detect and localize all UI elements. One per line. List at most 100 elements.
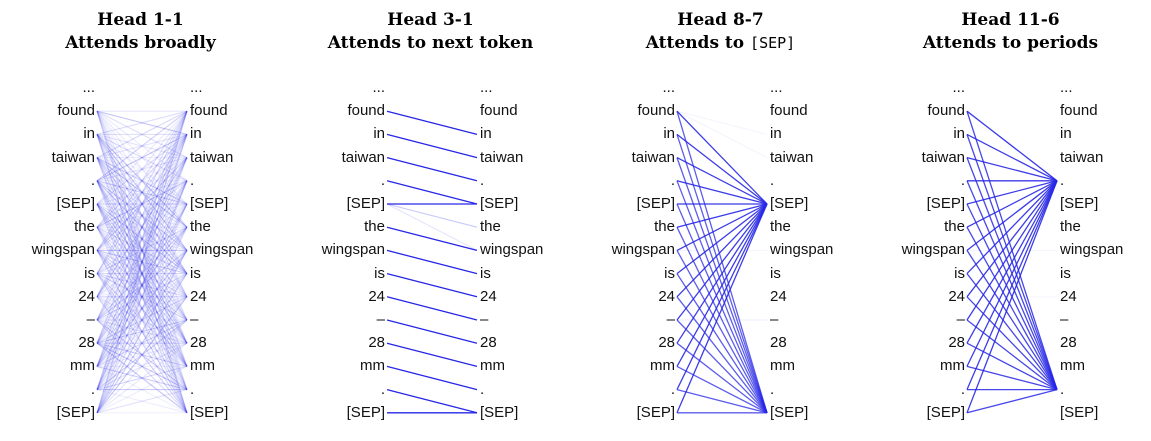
attention-edge [96, 342, 188, 367]
token-right: 28 [770, 334, 787, 352]
attention-edge [96, 226, 188, 367]
token-right: [SEP] [770, 403, 809, 421]
token-left: . [960, 380, 965, 398]
token-left: . [380, 380, 385, 398]
attention-edge [96, 110, 188, 274]
token-left: 28 [78, 334, 95, 352]
attention-edge [96, 226, 188, 414]
attention-edge [96, 226, 188, 298]
attention-edge [96, 134, 188, 321]
attention-edge [96, 365, 188, 414]
attention-edge [676, 388, 768, 414]
attention-edge [96, 133, 188, 159]
attention-edge [96, 157, 188, 321]
attention-edge [966, 180, 1058, 390]
attention-edge [96, 134, 188, 298]
head-subtitle: Attends to periods [870, 33, 1151, 54]
attention-edge [96, 133, 188, 205]
attention-edge [966, 342, 1058, 391]
attention-edge [96, 365, 188, 391]
head-subtitle-text: Attends to periods [922, 33, 1099, 53]
attention-edge [96, 342, 188, 367]
attention-edge [96, 157, 188, 344]
token-right: . [770, 380, 775, 398]
attention-edge [966, 156, 1058, 182]
head-title: Head 8-7 [677, 10, 764, 30]
token-left: in [953, 125, 965, 143]
attention-edge [96, 157, 188, 367]
head-subtitle-text: Attends broadly [65, 33, 216, 53]
attention-edge [96, 273, 188, 298]
attention-edge [96, 134, 188, 413]
token-left: – [956, 311, 965, 328]
token-right: is [1060, 264, 1071, 282]
attention-edge [96, 203, 188, 228]
attention-edge [966, 180, 1058, 275]
token-right: ... [190, 79, 203, 96]
token-left: [SEP] [56, 403, 95, 421]
attention-edge [96, 249, 188, 298]
token-left: in [663, 125, 675, 143]
attention-edge [966, 180, 1058, 251]
token-left: found [637, 102, 675, 120]
token-right: the [190, 218, 211, 236]
token-left: wingspan [901, 241, 965, 259]
attention-edge [96, 157, 188, 182]
token-left: found [927, 102, 965, 120]
attention-edge [96, 319, 188, 367]
attention-edge [676, 365, 768, 414]
attention-edge [96, 389, 188, 414]
attention-edge [676, 157, 768, 205]
token-left: 28 [948, 334, 965, 352]
attention-edge [966, 180, 1058, 344]
attention-edge [96, 157, 188, 251]
attention-lines [386, 110, 478, 414]
token-right: . [1060, 171, 1065, 189]
token-right: ... [770, 79, 783, 96]
token-left: found [57, 102, 95, 120]
attention-edge [386, 226, 478, 252]
attention-edge [96, 203, 188, 275]
attention-edge [966, 388, 1058, 414]
token-right: mm [190, 357, 215, 375]
attention-edge [96, 249, 188, 298]
token-right: is [770, 264, 781, 282]
attention-edge [96, 203, 188, 228]
attention-edge [96, 226, 188, 251]
attention-edge [96, 296, 188, 390]
token-left: . [90, 380, 95, 398]
token-right: 24 [1060, 287, 1077, 305]
token-right: [SEP] [190, 403, 229, 421]
attention-edge [96, 133, 188, 159]
attention-edge [386, 365, 478, 391]
attention-edge [386, 319, 478, 344]
attention-edge [96, 273, 188, 344]
attention-edge [96, 180, 188, 298]
attention-edge [676, 296, 768, 414]
attention-edge [96, 319, 188, 367]
token-left: [SEP] [56, 195, 95, 212]
attention-edge [676, 203, 768, 390]
attention-edge [96, 157, 188, 367]
attention-edge [96, 110, 188, 228]
attention-edge [96, 157, 188, 390]
attention-edge [96, 180, 188, 298]
head-subtitle: Attends to next token [290, 33, 571, 54]
attention-edge [96, 389, 188, 414]
attention-edge [386, 388, 478, 414]
attention-edge [96, 203, 188, 344]
attention-edge [96, 296, 188, 321]
token-left: . [670, 380, 675, 398]
token-right: [SEP] [480, 403, 519, 421]
token-right: wingspan [770, 241, 834, 259]
attention-edge [96, 203, 188, 367]
token-left: is [954, 264, 965, 282]
attention-edge [96, 111, 188, 344]
attention-edge [96, 110, 188, 159]
token-left: [SEP] [636, 195, 675, 212]
token-right: . [480, 380, 485, 398]
attention-edge [386, 156, 478, 182]
attention-edge [96, 226, 188, 344]
attention-edge [96, 111, 188, 367]
token-right: the [770, 218, 791, 236]
